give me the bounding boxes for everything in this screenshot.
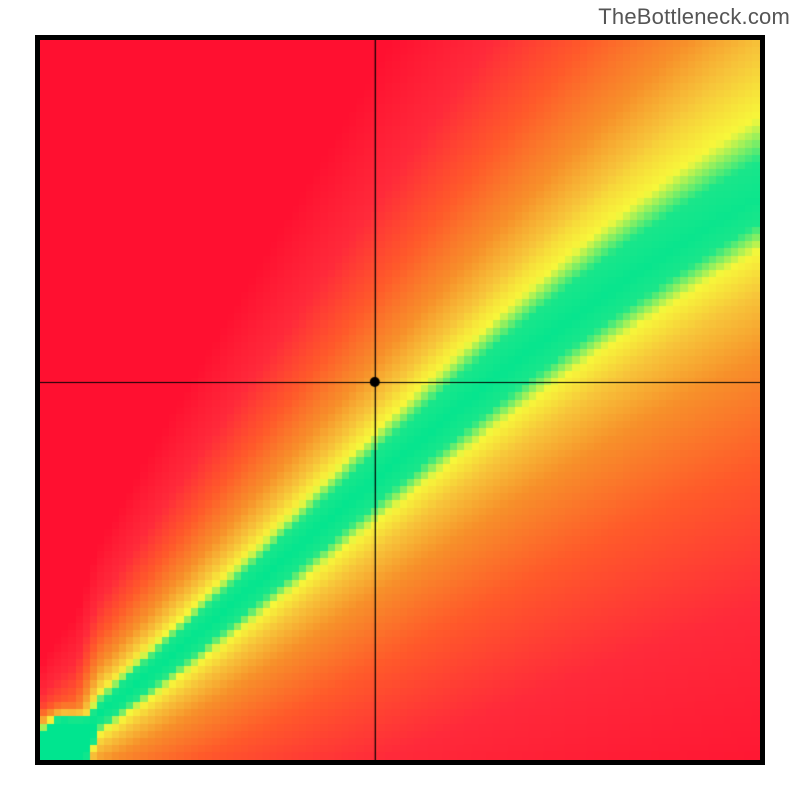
watermark-text: TheBottleneck.com — [598, 4, 790, 30]
heatmap-canvas — [40, 40, 760, 760]
chart-container: TheBottleneck.com — [0, 0, 800, 800]
chart-frame — [35, 35, 765, 765]
